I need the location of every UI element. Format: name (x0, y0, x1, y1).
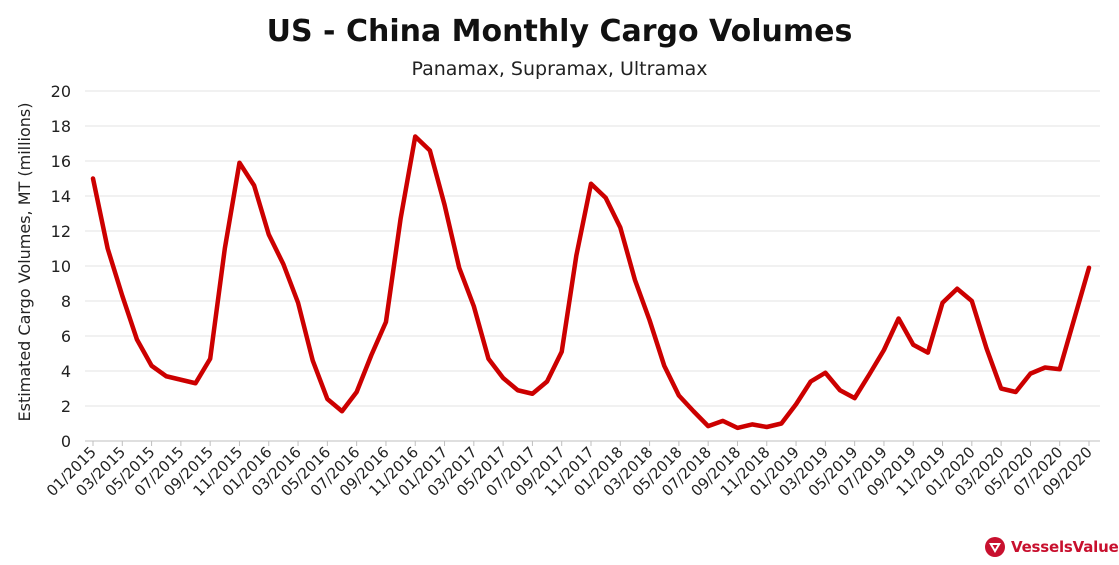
y-tick-label: 8 (61, 292, 71, 311)
y-tick-label: 6 (61, 327, 71, 346)
x-tick-labels: 01/201503/201505/201507/201509/201511/20… (43, 443, 1096, 500)
y-tick-label: 10 (51, 257, 71, 276)
y-tick-label: 14 (51, 187, 71, 206)
y-tick-label: 18 (51, 117, 71, 136)
logo-icon (985, 537, 1005, 557)
series-group (90, 134, 1092, 431)
y-tick-label: 2 (61, 397, 71, 416)
logo-text: VesselsValue (1011, 538, 1119, 556)
chart-title: US - China Monthly Cargo Volumes (266, 14, 853, 49)
grid-lines (85, 90, 1100, 442)
y-tick-label: 4 (61, 362, 71, 381)
x-axis (92, 441, 1090, 446)
y-tick-label: 0 (61, 432, 71, 451)
y-tick-label: 12 (51, 222, 71, 241)
chart-subtitle: Panamax, Supramax, Ultramax (411, 58, 708, 80)
series-line (90, 134, 1092, 431)
y-tick-label: 16 (51, 152, 71, 171)
y-axis-label: Estimated Cargo Volumes, MT (millions) (15, 102, 34, 421)
y-tick-label: 20 (51, 82, 71, 101)
vesselsvalue-logo: VesselsValue (984, 536, 1119, 558)
y-tick-labels: 0 2 4 6 8 10 12 14 16 18 20 (51, 82, 71, 451)
